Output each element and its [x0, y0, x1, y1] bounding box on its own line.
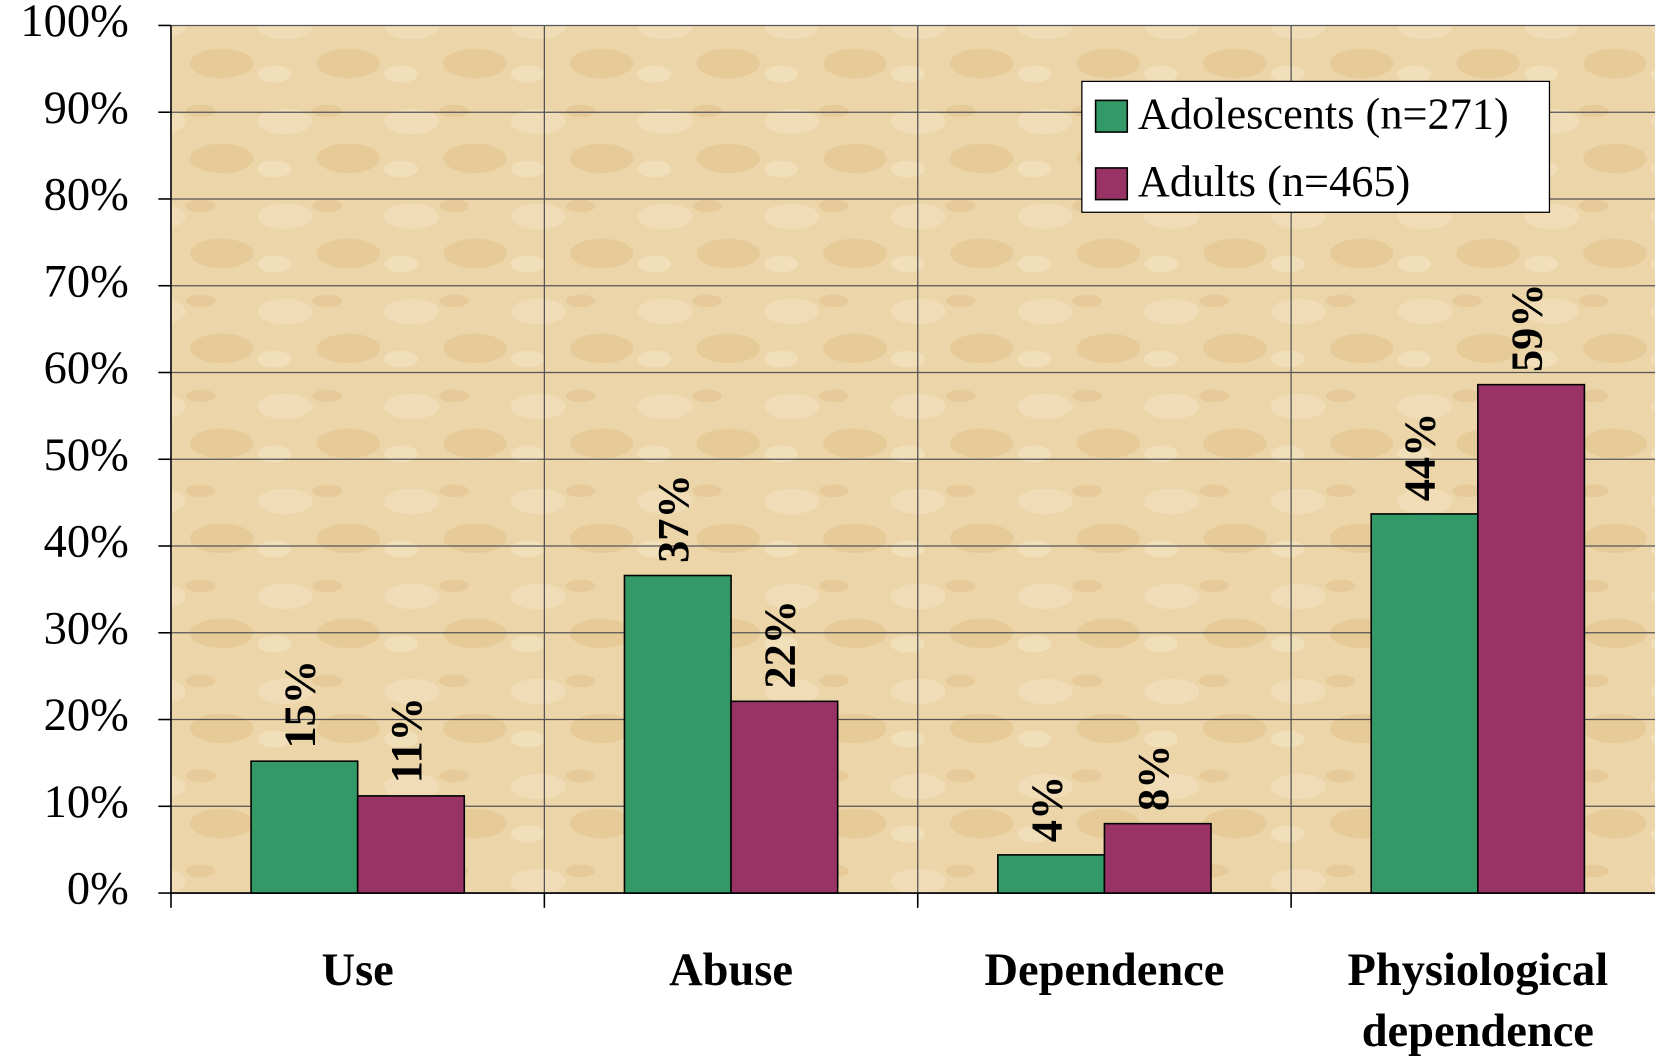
data-label: 59% [1501, 283, 1551, 372]
y-tick-label: 0% [67, 864, 129, 915]
data-label: 22% [755, 600, 805, 689]
bar [356, 795, 466, 894]
x-tick-label-box: Dependence [984, 943, 1225, 996]
y-tick-label: 10% [44, 777, 129, 828]
x-tick-label-box: Physiological dependence [1347, 943, 1609, 1057]
y-tick-label: 30% [44, 603, 129, 654]
legend-swatch [1094, 167, 1129, 201]
legend-label: Adults (n=465) [1138, 156, 1410, 206]
y-tick-label: 90% [44, 83, 129, 134]
legend-swatch [1094, 99, 1129, 133]
data-label: 15% [275, 660, 325, 749]
bar [1477, 383, 1586, 894]
bar [1370, 513, 1479, 894]
y-tick-label: 60% [44, 343, 129, 394]
bar [730, 700, 839, 894]
data-label: 37% [648, 474, 698, 563]
y-tick-label: 50% [44, 430, 129, 481]
y-tick-label: 40% [44, 517, 129, 568]
bar [623, 574, 732, 894]
legend-label: Adolescents (n=271) [1138, 89, 1509, 139]
data-label: 8% [1128, 744, 1178, 811]
bar [997, 854, 1106, 894]
x-tick-label-box: Abuse [669, 943, 793, 996]
legend-box [1081, 80, 1551, 213]
y-tick-label: 100% [20, 0, 128, 47]
x-tick-label: Abuse [669, 943, 793, 996]
y-tick-label: 20% [44, 690, 129, 741]
data-label: 11% [381, 697, 431, 783]
y-tick-label: 70% [44, 256, 129, 307]
x-tick-label-box: Use [321, 943, 394, 996]
bar [1103, 822, 1212, 894]
y-tick-label: 80% [44, 170, 129, 221]
data-label: 4% [1021, 776, 1071, 843]
x-tick-label: Use [321, 943, 394, 996]
data-label: 44% [1395, 413, 1445, 502]
x-tick-label: Dependence [984, 943, 1225, 996]
bar [250, 760, 359, 894]
x-tick-label: Physiological dependence [1347, 943, 1609, 1057]
